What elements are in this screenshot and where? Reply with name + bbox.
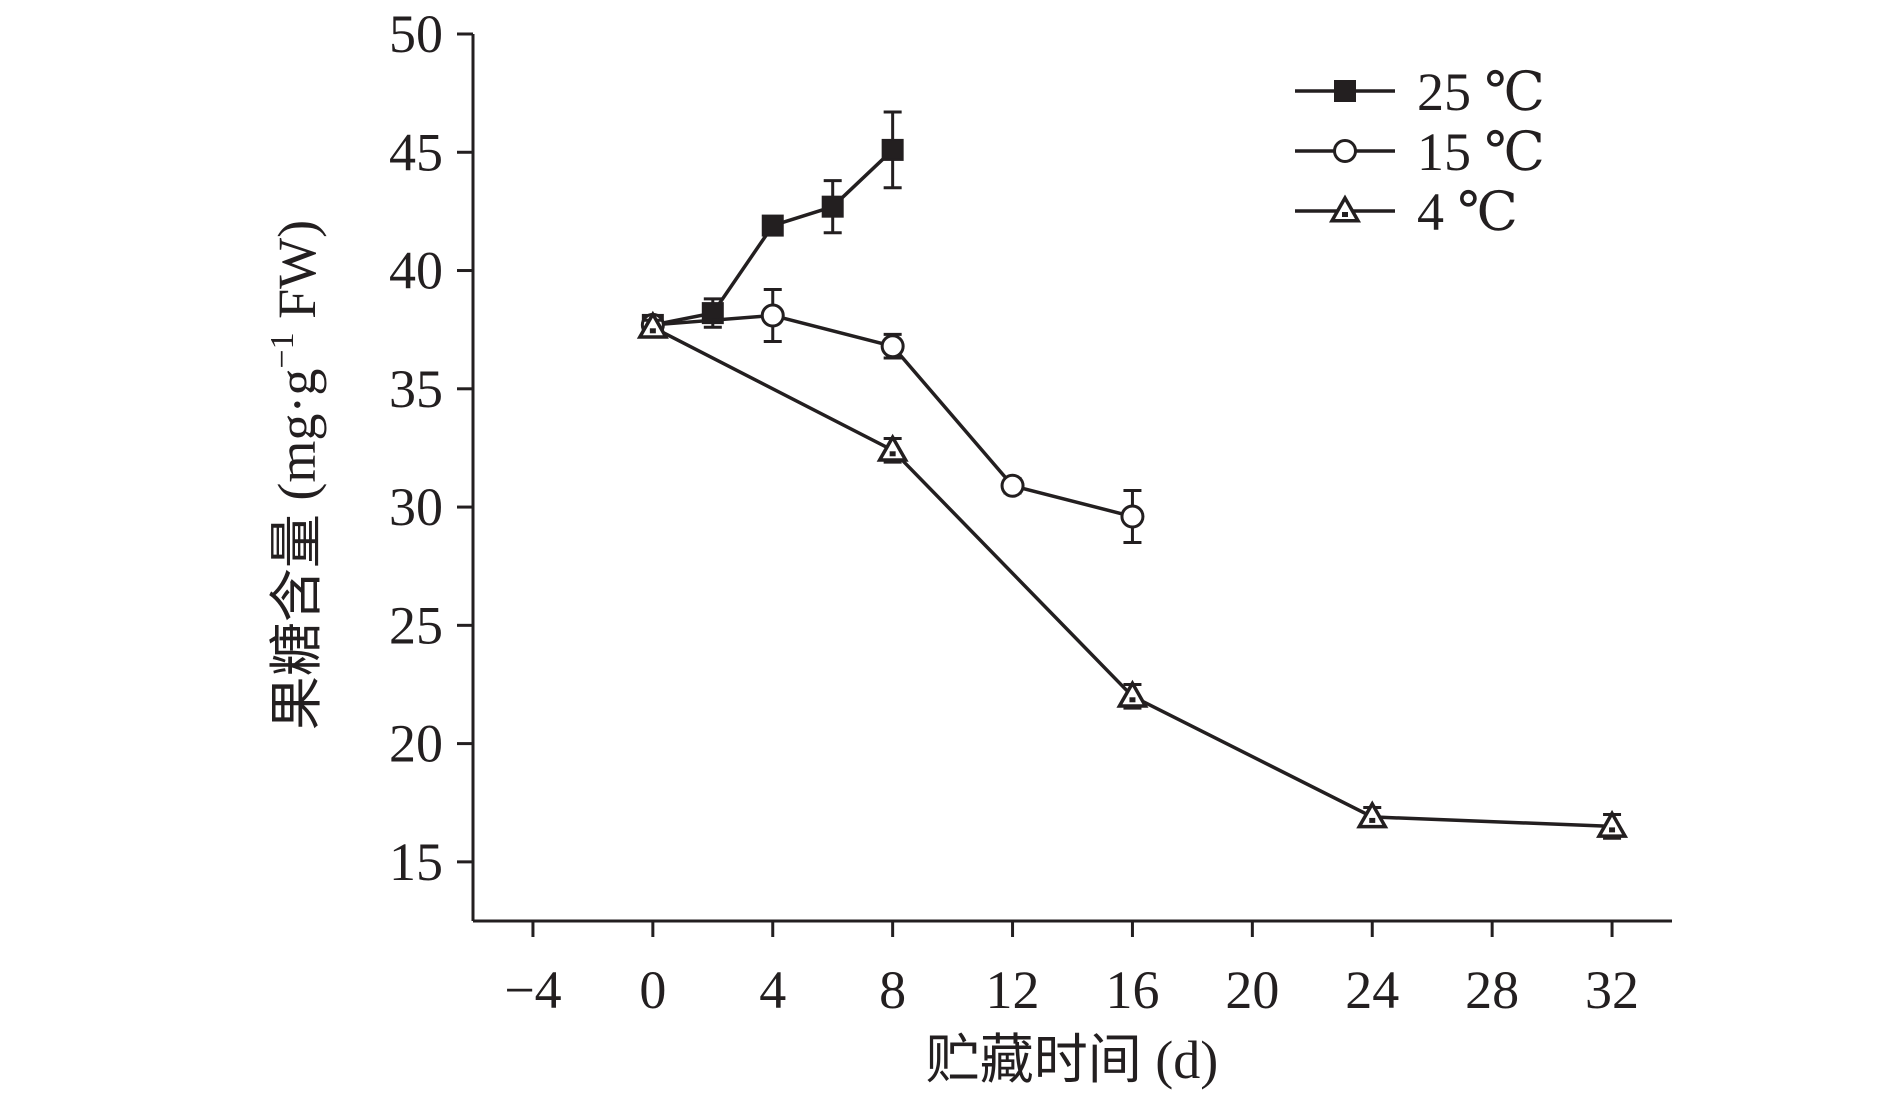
triangle-marker-outline: [876, 433, 909, 462]
data-point: [1120, 504, 1145, 529]
legend-label: 15 ℃: [1417, 122, 1545, 182]
data-point: [760, 303, 785, 328]
y-tick-label: 25: [389, 595, 443, 655]
legend: 25 ℃15 ℃4 ℃: [1295, 62, 1545, 242]
triangle-marker-center: [649, 328, 656, 334]
series-line: [652, 325, 1613, 829]
y-tick-label: 40: [389, 241, 443, 301]
triangle-marker-center: [1342, 212, 1348, 217]
x-tick-label: −4: [504, 960, 561, 1020]
y-tick-label: 50: [389, 4, 443, 64]
data-point: [876, 433, 909, 462]
legend-item: 25 ℃: [1295, 62, 1545, 122]
y-axis-title-main: 果糖含量 (mg·g: [267, 369, 327, 730]
legend-item: 15 ℃: [1295, 122, 1545, 182]
y-tick-label: 30: [389, 477, 443, 537]
triangle-marker-outline: [636, 310, 669, 339]
x-tick-label: 0: [639, 960, 666, 1020]
series-2: [636, 310, 1629, 840]
triangle-marker-center: [1129, 697, 1136, 703]
legend-label: 25 ℃: [1417, 62, 1545, 122]
x-tick-label: 12: [986, 960, 1040, 1020]
x-tick-label: 8: [879, 960, 906, 1020]
triangle-marker-center: [1369, 817, 1376, 823]
legend-marker: [1333, 139, 1357, 163]
x-tick-label: 24: [1345, 960, 1399, 1020]
data-point: [761, 214, 784, 237]
triangle-marker-outline: [1356, 800, 1389, 829]
data-point: [1000, 473, 1025, 498]
y-tick-label: 35: [389, 359, 443, 419]
x-axis-title: 贮藏时间 (d): [926, 1030, 1218, 1090]
x-tick-label: 4: [759, 960, 786, 1020]
x-tick-label: 32: [1585, 960, 1639, 1020]
y-axis-title: 果糖含量 (mg·g−1 FW): [264, 220, 327, 730]
y-tick-label: 20: [389, 714, 443, 774]
data-point: [880, 334, 905, 359]
legend-item: 4 ℃: [1295, 182, 1518, 242]
triangle-marker-outline: [1116, 679, 1149, 708]
data-point: [821, 195, 844, 218]
triangle-marker-center: [1609, 827, 1616, 833]
data-point: [881, 138, 904, 161]
triangle-marker-center: [889, 451, 896, 457]
axes: 15 20 25 30 35 40 45 50 −4 0 4 8 12 16 20 24 28 32: [389, 4, 1672, 1020]
data-point: [1116, 679, 1149, 708]
series-layer: [636, 110, 1629, 840]
series-0: [641, 110, 904, 336]
legend-marker: [1328, 194, 1362, 223]
y-axis-title-tail: FW): [267, 220, 327, 332]
y-tick-label: 15: [389, 832, 443, 892]
legend-label: 4 ℃: [1417, 182, 1518, 242]
data-point: [1356, 800, 1389, 829]
triangle-marker-outline: [1596, 809, 1629, 838]
legend-marker: [1334, 80, 1356, 102]
x-tick-label: 16: [1105, 960, 1159, 1020]
y-axis-title-superscript: −1: [264, 332, 301, 368]
data-point: [1596, 809, 1629, 838]
x-tick-label: 28: [1465, 960, 1519, 1020]
triangle-marker-outline: [1328, 194, 1362, 223]
x-tick-label: 20: [1225, 960, 1279, 1020]
y-tick-label: 45: [389, 122, 443, 182]
data-point: [636, 310, 669, 339]
